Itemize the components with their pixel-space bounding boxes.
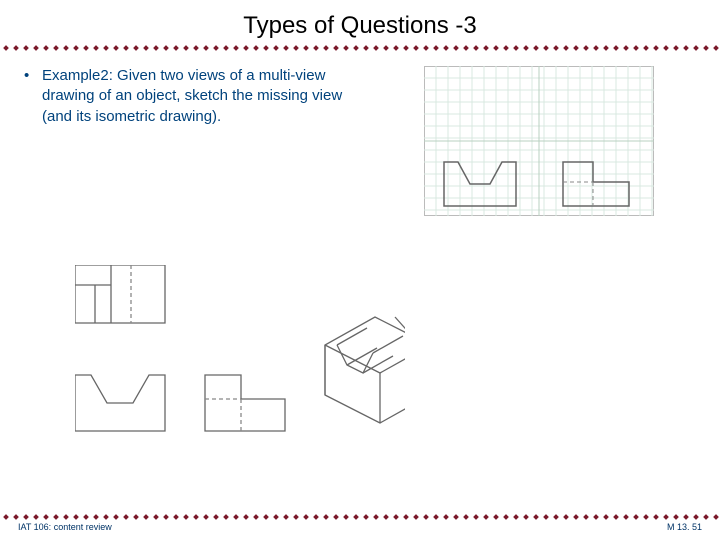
- bottom-dotted-border: [0, 513, 720, 521]
- footer-left-text: IAT 106: content review: [18, 522, 112, 532]
- footer: IAT 106: content review M 13. 51: [0, 508, 720, 526]
- left-column: • Example2: Given two views of a multi-v…: [24, 66, 364, 221]
- content-area: • Example2: Given two views of a multi-v…: [0, 52, 720, 221]
- top-dotted-border: [0, 44, 720, 52]
- bullet-item: • Example2: Given two views of a multi-v…: [24, 66, 364, 127]
- right-column: [364, 66, 696, 221]
- solution-figures: [75, 265, 405, 465]
- footer-right-text: M 13. 51: [667, 522, 702, 532]
- bullet-text: Example2: Given two views of a multi-vie…: [42, 66, 364, 127]
- slide-title: Types of Questions -3: [0, 0, 720, 44]
- bullet-marker: •: [24, 66, 42, 127]
- grid-orthographic-figure: [424, 66, 654, 216]
